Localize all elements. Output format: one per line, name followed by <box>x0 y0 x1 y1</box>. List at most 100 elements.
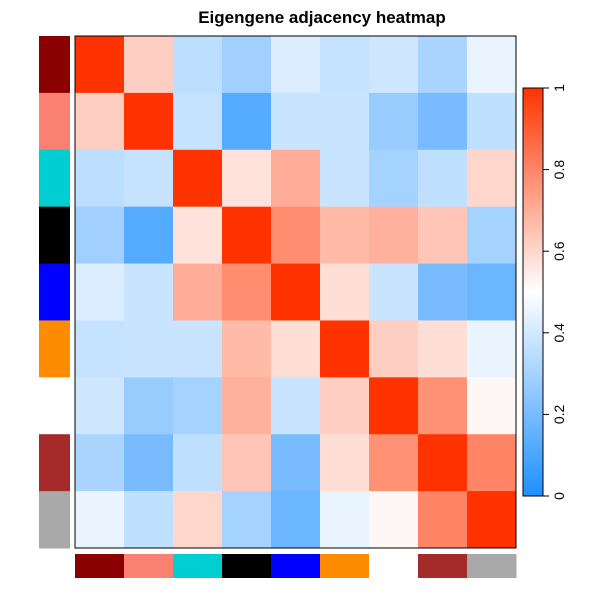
heatmap-cell <box>173 92 223 151</box>
heatmap-cell <box>320 491 370 549</box>
heatmap-cell <box>467 92 517 151</box>
heatmap-cell <box>369 434 419 492</box>
heatmap-cell <box>173 377 223 435</box>
column-module-color-salmon <box>124 554 174 578</box>
heatmap-cell <box>124 377 174 435</box>
column-module-color-darkred <box>75 554 125 578</box>
legend-tick-label: 0.4 <box>551 323 567 343</box>
row-module-color-white <box>39 377 70 435</box>
row-module-color-bar <box>39 36 70 549</box>
heatmap-cell <box>320 434 370 492</box>
heatmap-cell <box>124 320 174 378</box>
heatmap-cell <box>124 206 174 265</box>
heatmap-cell <box>271 206 321 265</box>
heatmap-cell <box>124 263 174 321</box>
heatmap-cell <box>467 491 517 549</box>
heatmap-cell <box>369 377 419 435</box>
row-module-color-darkturquoise <box>39 149 70 208</box>
heatmap-cell <box>467 36 517 94</box>
heatmap-cell <box>124 92 174 151</box>
color-scale-ticks: 0 0.2 0.4 0.6 0.8 1 <box>543 84 567 500</box>
heatmap-cell <box>173 263 223 321</box>
heatmap-cell <box>320 36 370 94</box>
legend-tick-label: 0.8 <box>551 160 567 180</box>
heatmap-cell <box>222 377 272 435</box>
row-module-color-blue <box>39 263 70 321</box>
row-module-color-brown <box>39 434 70 492</box>
heatmap-cell <box>271 434 321 492</box>
row-module-color-salmon <box>39 92 70 151</box>
heatmap-cell <box>320 263 370 321</box>
column-module-color-white <box>369 554 419 578</box>
heatmap-cell <box>75 263 125 321</box>
heatmap-cell <box>369 92 419 151</box>
heatmap-cell <box>173 149 223 208</box>
heatmap-cell <box>320 149 370 208</box>
heatmap-cell <box>271 491 321 549</box>
heatmap-cell <box>467 377 517 435</box>
column-module-color-darkgrey <box>467 554 517 578</box>
row-module-color-darkred <box>39 36 70 94</box>
heatmap-cell <box>271 320 321 378</box>
heatmap-border <box>74 35 517 549</box>
heatmap-cell <box>75 377 125 435</box>
heatmap-cell <box>320 320 370 378</box>
heatmap-cell <box>222 36 272 94</box>
heatmap-cell <box>467 263 517 321</box>
legend-tick-label: 0.2 <box>551 404 567 424</box>
heatmap-cell <box>369 36 419 94</box>
heatmap-cell <box>173 206 223 265</box>
column-module-color-blue <box>271 554 321 578</box>
legend-tick-label: 1 <box>551 84 567 92</box>
heatmap-cell <box>369 206 419 265</box>
heatmap-cell <box>75 206 125 265</box>
heatmap-cell <box>369 263 419 321</box>
heatmap-cell <box>75 434 125 492</box>
column-module-color-darkorange <box>320 554 370 578</box>
heatmap-cell <box>467 206 517 265</box>
column-module-color-brown <box>418 554 468 578</box>
heatmap-cell <box>418 206 468 265</box>
chart-title: Eigengene adjacency heatmap <box>198 8 446 27</box>
heatmap-cells <box>75 36 517 549</box>
heatmap-cell <box>222 434 272 492</box>
heatmap-cell <box>222 320 272 378</box>
row-module-color-black <box>39 206 70 265</box>
heatmap-cell <box>418 377 468 435</box>
heatmap-cell <box>467 320 517 378</box>
heatmap-cell <box>124 434 174 492</box>
heatmap-cell <box>173 36 223 94</box>
heatmap-cell <box>173 320 223 378</box>
heatmap-cell <box>271 377 321 435</box>
heatmap-cell <box>271 149 321 208</box>
heatmap-cell <box>418 263 468 321</box>
heatmap-cell <box>222 92 272 151</box>
heatmap-cell <box>320 92 370 151</box>
heatmap-cell <box>222 206 272 265</box>
heatmap-cell <box>75 149 125 208</box>
heatmap-cell <box>75 92 125 151</box>
heatmap-cell <box>271 36 321 94</box>
heatmap-cell <box>173 434 223 492</box>
heatmap-cell <box>222 263 272 321</box>
color-scale-legend <box>522 87 544 497</box>
heatmap-cell <box>271 263 321 321</box>
heatmap-cell <box>467 434 517 492</box>
legend-tick-label: 0 <box>551 492 567 500</box>
heatmap-cell <box>75 36 125 94</box>
heatmap-cell <box>124 491 174 549</box>
heatmap-cell <box>418 320 468 378</box>
heatmap-cell <box>320 377 370 435</box>
heatmap-cell <box>418 149 468 208</box>
heatmap-cell <box>418 36 468 94</box>
row-module-color-darkgrey <box>39 491 70 549</box>
heatmap-cell <box>369 320 419 378</box>
heatmap-cell <box>222 149 272 208</box>
row-module-color-darkorange <box>39 320 70 378</box>
column-module-color-darkturquoise <box>173 554 223 578</box>
heatmap-cell <box>369 149 419 208</box>
heatmap-cell <box>222 491 272 549</box>
heatmap-cell <box>418 92 468 151</box>
heatmap-cell <box>271 92 321 151</box>
